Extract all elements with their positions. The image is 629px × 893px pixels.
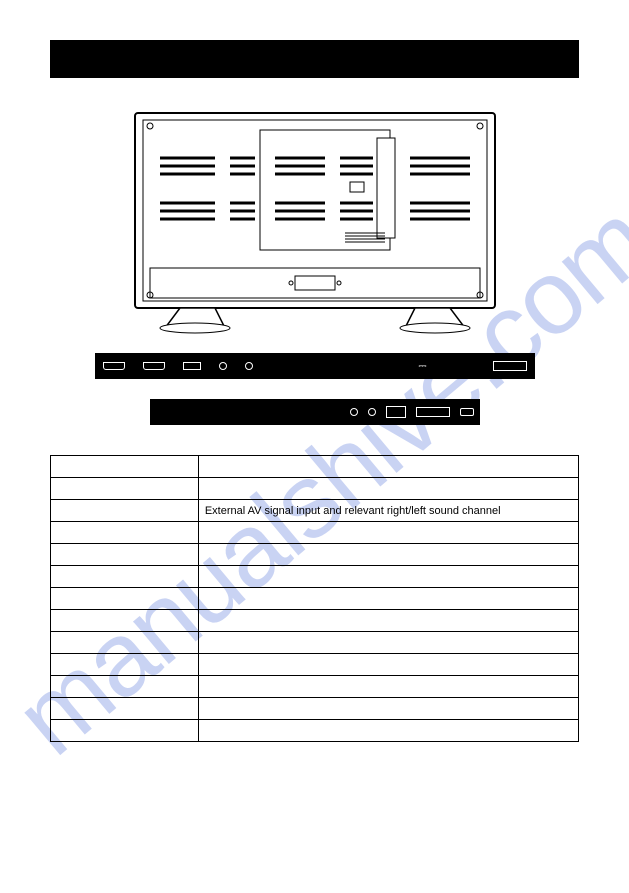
table-cell-label — [51, 522, 199, 544]
headphone-jack-icon — [350, 408, 358, 416]
table-cell-label — [51, 698, 199, 720]
jack-icon — [368, 408, 376, 416]
hdmi-port-icon — [103, 362, 125, 370]
table-cell-desc: External AV signal input and relevant ri… — [198, 500, 578, 522]
table-cell-desc — [198, 522, 578, 544]
tv-back-diagram — [125, 108, 505, 338]
table-cell-label — [51, 588, 199, 610]
hdmi-port-icon — [143, 362, 165, 370]
table-row — [51, 676, 579, 698]
usb-symbol-icon: ⎓ — [419, 361, 427, 372]
wide-port-icon — [493, 361, 527, 371]
table-row — [51, 632, 579, 654]
table-cell-label — [51, 456, 199, 478]
scart-port-icon — [416, 407, 450, 417]
table-row — [51, 588, 579, 610]
table-row — [51, 698, 579, 720]
table-cell-label — [51, 478, 199, 500]
table-cell-desc — [198, 676, 578, 698]
table-cell-desc — [198, 698, 578, 720]
table-row — [51, 522, 579, 544]
table-row — [51, 720, 579, 742]
table-cell-desc — [198, 544, 578, 566]
table-cell-desc — [198, 456, 578, 478]
table-cell-desc — [198, 720, 578, 742]
section-header-bar — [50, 40, 579, 78]
table-cell-label — [51, 500, 199, 522]
table-row — [51, 456, 579, 478]
usb-port-icon — [183, 362, 201, 370]
table-cell-desc — [198, 632, 578, 654]
table-row — [51, 610, 579, 632]
table-cell-desc — [198, 610, 578, 632]
table-cell-desc — [198, 566, 578, 588]
av-jack-icon — [245, 362, 253, 370]
table-row — [51, 654, 579, 676]
table-cell-label — [51, 566, 199, 588]
table-row — [51, 544, 579, 566]
table-cell-label — [51, 720, 199, 742]
ports-description-table: External AV signal input and relevant ri… — [50, 455, 579, 742]
page-content: ⎓ External AV signal input and relevant … — [0, 0, 629, 762]
table-cell-label — [51, 654, 199, 676]
table-row — [51, 478, 579, 500]
table-cell-desc — [198, 478, 578, 500]
table-cell-label — [51, 676, 199, 698]
table-cell-desc — [198, 588, 578, 610]
table-cell-desc — [198, 654, 578, 676]
table-row: External AV signal input and relevant ri… — [51, 500, 579, 522]
port-bar-top: ⎓ — [95, 353, 535, 379]
port-bar-bottom — [150, 399, 480, 425]
table-cell-label — [51, 610, 199, 632]
lan-port-icon — [386, 406, 406, 418]
table-row — [51, 566, 579, 588]
table-cell-label — [51, 544, 199, 566]
av-jack-icon — [219, 362, 227, 370]
mini-port-icon — [460, 408, 474, 416]
table-cell-label — [51, 632, 199, 654]
